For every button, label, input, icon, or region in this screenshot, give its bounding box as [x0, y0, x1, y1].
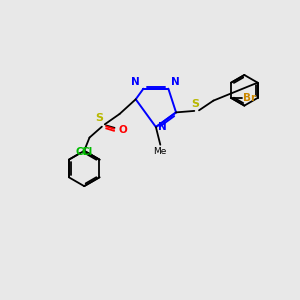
Text: Cl: Cl: [76, 147, 87, 157]
Text: Br: Br: [243, 93, 256, 103]
Text: Me: Me: [154, 147, 167, 156]
Text: N: N: [158, 122, 167, 132]
Text: Cl: Cl: [81, 147, 92, 157]
Text: N: N: [171, 77, 180, 87]
Text: S: S: [95, 113, 103, 123]
Text: O: O: [118, 124, 127, 135]
Text: S: S: [191, 99, 199, 109]
Text: N: N: [131, 77, 140, 87]
